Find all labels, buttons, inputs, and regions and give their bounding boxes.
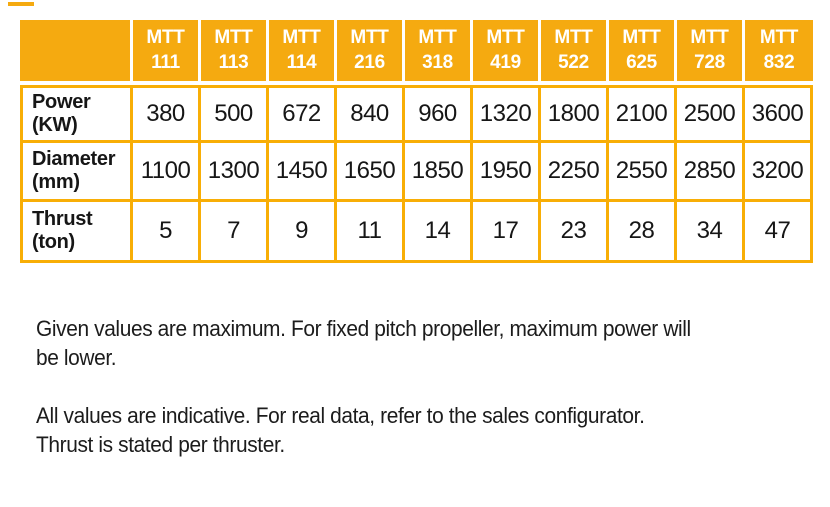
spec-value-cell: 1950 — [473, 143, 541, 202]
spec-value-cell: 1850 — [405, 143, 473, 202]
spec-value-cell: 672 — [269, 85, 337, 143]
spec-value-cell: 1650 — [337, 143, 405, 202]
top-edge-artifact — [8, 2, 34, 6]
column-header-mtt-522: MTT 522 — [541, 20, 609, 85]
column-header-mtt-832: MTT 832 — [745, 20, 813, 85]
spec-value-cell: 2100 — [609, 85, 677, 143]
table-row-power: Power (KW) 380 500 672 840 960 1320 1800… — [20, 85, 813, 143]
column-header-mtt-419: MTT 419 — [473, 20, 541, 85]
spec-value-cell: 1450 — [269, 143, 337, 202]
table-row-diameter: Diameter (mm) 1100 1300 1450 1650 1850 1… — [20, 143, 813, 202]
column-header-mtt-318: MTT 318 — [405, 20, 473, 85]
spec-value-cell: 1100 — [133, 143, 201, 202]
note-indicative-values: All values are indicative. For real data… — [36, 403, 645, 457]
spec-value-cell: 1300 — [201, 143, 269, 202]
spec-value-cell: 11 — [337, 202, 405, 263]
spec-value-cell: 34 — [677, 202, 745, 263]
thruster-spec-table: MTT 111 MTT 113 MTT 114 MTT 216 MTT 318 … — [20, 20, 813, 263]
spec-value-cell: 2550 — [609, 143, 677, 202]
spec-value-cell: 380 — [133, 85, 201, 143]
column-header-mtt-111: MTT 111 — [133, 20, 201, 85]
spec-value-cell: 3600 — [745, 85, 813, 143]
column-header-mtt-625: MTT 625 — [609, 20, 677, 85]
spec-value-cell: 500 — [201, 85, 269, 143]
note-maximum-values: Given values are maximum. For fixed pitc… — [36, 316, 691, 370]
spec-value-cell: 7 — [201, 202, 269, 263]
spec-value-cell: 17 — [473, 202, 541, 263]
spec-value-cell: 2850 — [677, 143, 745, 202]
column-header-mtt-728: MTT 728 — [677, 20, 745, 85]
row-label-diameter: Diameter (mm) — [20, 143, 133, 202]
column-header-mtt-113: MTT 113 — [201, 20, 269, 85]
spec-value-cell: 2500 — [677, 85, 745, 143]
spec-value-cell: 14 — [405, 202, 473, 263]
row-label-thrust: Thrust (ton) — [20, 202, 133, 263]
spec-value-cell: 840 — [337, 85, 405, 143]
spec-value-cell: 2250 — [541, 143, 609, 202]
spec-value-cell: 28 — [609, 202, 677, 263]
spec-value-cell: 1800 — [541, 85, 609, 143]
table-header-row: MTT 111 MTT 113 MTT 114 MTT 216 MTT 318 … — [20, 20, 813, 85]
spec-value-cell: 3200 — [745, 143, 813, 202]
spec-value-cell: 5 — [133, 202, 201, 263]
column-header-mtt-114: MTT 114 — [269, 20, 337, 85]
spec-value-cell: 47 — [745, 202, 813, 263]
column-header-mtt-216: MTT 216 — [337, 20, 405, 85]
corner-cell — [20, 20, 133, 85]
row-label-power: Power (KW) — [20, 85, 133, 143]
spec-value-cell: 1320 — [473, 85, 541, 143]
spec-value-cell: 9 — [269, 202, 337, 263]
spec-value-cell: 960 — [405, 85, 473, 143]
table-row-thrust: Thrust (ton) 5 7 9 11 14 17 23 28 34 47 — [20, 202, 813, 263]
spec-value-cell: 23 — [541, 202, 609, 263]
